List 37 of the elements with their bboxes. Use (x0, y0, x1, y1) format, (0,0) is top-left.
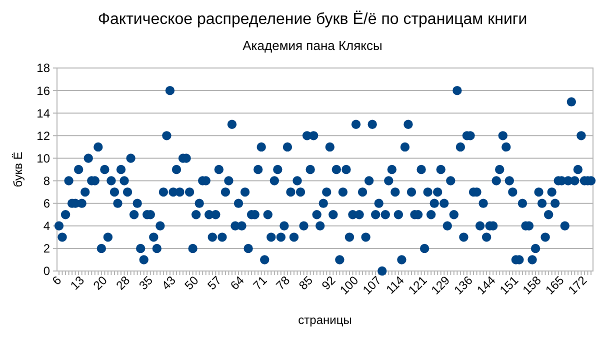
x-tick-label: 78 (273, 273, 293, 293)
x-tick-label: 57 (204, 273, 224, 293)
x-tick-label: 114 (383, 273, 408, 297)
x-tick-label: 100 (337, 273, 362, 298)
x-tick-label: 64 (228, 273, 248, 293)
x-tick-label: 13 (68, 273, 88, 293)
x-tick-label: 158 (520, 273, 544, 298)
y-tick-label: 12 (36, 128, 50, 143)
y-tick-label: 10 (36, 151, 50, 166)
y-tick-label: 18 (36, 61, 50, 76)
x-tick-label: 136 (451, 273, 476, 298)
x-tick-label: 107 (360, 273, 384, 298)
y-tick-label: 8 (43, 174, 50, 188)
x-tick-label: 172 (566, 273, 590, 298)
chart-subtitle: Академия пана Кляксы (242, 38, 382, 53)
y-axis-title: букв Ё (11, 152, 25, 188)
x-tick-label: 85 (296, 273, 316, 293)
y-tick-label: 4 (43, 219, 50, 234)
y-tick-label: 6 (43, 196, 50, 211)
x-tick-label: 20 (90, 273, 110, 293)
x-tick-label: 43 (159, 273, 179, 293)
x-tick-label: 151 (496, 273, 522, 298)
chart-title: Фактическое распределение букв Ё/ё по страницам книги (98, 10, 528, 28)
x-tick-label: 92 (318, 273, 339, 293)
x-axis-title: страницы (298, 313, 352, 327)
x-tick-label: 165 (542, 273, 567, 298)
y-tick-label: 14 (36, 106, 50, 120)
x-tick-label: 35 (136, 273, 156, 293)
x-tick-label: 129 (428, 273, 453, 298)
x-tick-label: 121 (406, 273, 430, 298)
x-tick-label: 50 (182, 273, 202, 293)
y-tick-label: 16 (36, 84, 50, 98)
y-tick-label: 2 (43, 242, 50, 256)
x-tick-label: 144 (474, 273, 498, 298)
x-tick-label: 71 (250, 273, 270, 293)
y-tick-label: 0 (43, 264, 50, 278)
x-tick-label: 28 (113, 273, 133, 293)
